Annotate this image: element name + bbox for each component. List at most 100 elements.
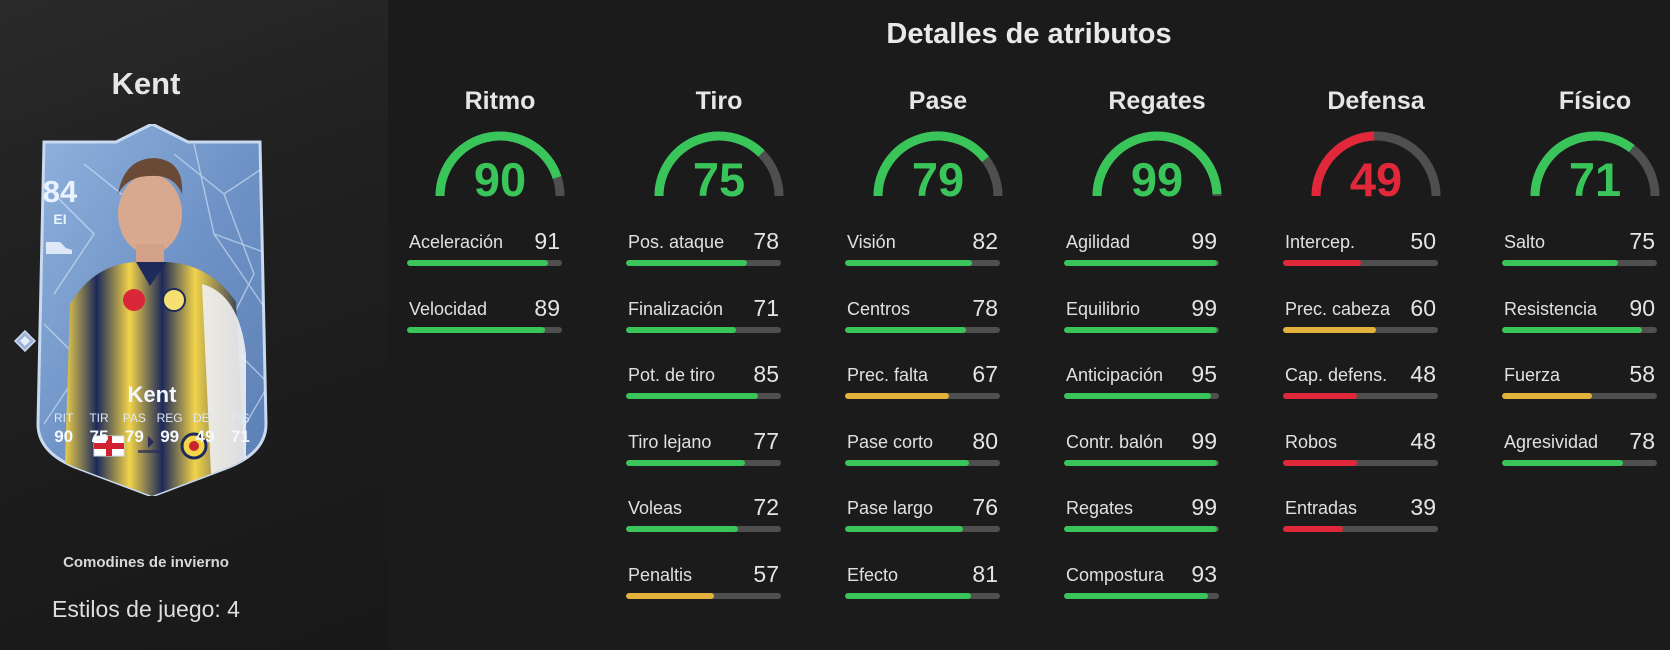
- attribute-label: Contr. balón: [1066, 432, 1164, 452]
- attribute-label: Tiro lejano: [628, 432, 712, 452]
- card-background: [36, 124, 268, 496]
- attribute-bar-fill: [1283, 327, 1376, 333]
- attribute-details-title: Detalles de atributos: [886, 18, 1172, 50]
- category-title: Regates: [1108, 87, 1206, 115]
- attribute-bar-fill: [1064, 260, 1218, 266]
- attribute-column: Ritmo 90 Aceleración 91 Velocidad 89: [391, 0, 609, 650]
- category-gauge: [873, 131, 1003, 197]
- attribute-bar-fill: [1064, 526, 1218, 532]
- attribute-label: Fuerza: [1504, 365, 1561, 385]
- attribute-row: Robos 48: [1283, 428, 1438, 476]
- attribute-bar-fill: [1064, 393, 1212, 399]
- card-stat-label: RIT: [53, 411, 74, 425]
- attribute-label: Salto: [1504, 232, 1546, 252]
- attribute-row: Visión 82: [845, 228, 1000, 276]
- gauge-fill: [654, 131, 765, 197]
- attribute-bar: [626, 526, 781, 532]
- attribute-column: Tiro 75 Pos. ataque 78 Finalización 71 Pot. de…: [610, 0, 828, 650]
- card-stat-value: 90: [54, 427, 74, 446]
- attribute-value: 81: [972, 561, 998, 587]
- attribute-value: 60: [1410, 295, 1436, 321]
- attribute-value: 75: [1629, 228, 1655, 254]
- category-title: Tiro: [695, 87, 743, 115]
- card-stat-label: REG: [156, 411, 183, 425]
- attribute-row: Anticipación 95: [1064, 361, 1219, 409]
- category-rating: 71: [1568, 153, 1622, 206]
- attribute-label: Agresividad: [1504, 432, 1599, 452]
- attribute-bar: [626, 593, 781, 599]
- attribute-value: 57: [753, 561, 779, 587]
- attribute-row: Aceleración 91: [407, 228, 562, 276]
- attribute-label: Pase corto: [847, 432, 934, 452]
- attribute-row: Pase largo 76: [845, 494, 1000, 542]
- attribute-bar-fill: [626, 393, 758, 399]
- attribute-row: Pot. de tiro 85: [626, 361, 781, 409]
- attribute-row: Contr. balón 99: [1064, 428, 1219, 476]
- card-rating: 84: [42, 174, 78, 209]
- category-title: Ritmo: [464, 87, 536, 115]
- attribute-column: Físico 71 Salto 75 Resistencia 90 Fuerza 58 Agre…: [1486, 0, 1670, 650]
- attribute-bar-fill: [1283, 526, 1344, 532]
- attribute-bar: [1283, 393, 1438, 399]
- attribute-value: 58: [1629, 361, 1655, 387]
- attribute-label: Efecto: [847, 565, 899, 585]
- category-rating: 49: [1349, 153, 1403, 206]
- gauge-fill: [1311, 131, 1375, 197]
- attribute-bar-fill: [845, 526, 963, 532]
- attribute-bar: [626, 460, 781, 466]
- attribute-value: 89: [534, 295, 560, 321]
- attribute-value: 71: [753, 295, 779, 321]
- attribute-bar-fill: [626, 593, 715, 599]
- card-stat-value: 75: [89, 427, 109, 446]
- attribute-value: 48: [1410, 428, 1436, 454]
- card-stats: RIT 90 TIR 75 PAS 79 REG 99 DEF 49 FÍS 71: [46, 411, 258, 447]
- gauge-fill: [435, 131, 562, 197]
- attribute-bar: [845, 260, 1000, 266]
- attribute-value: 99: [1191, 428, 1217, 454]
- player-card[interactable]: 84 EI Kent RIT 90 TIR 75 PAS 79 REG 99 DEF 49…: [24, 124, 280, 496]
- attribute-value: 39: [1410, 494, 1436, 520]
- attribute-bar-fill: [407, 260, 549, 266]
- attribute-label: Pos. ataque: [628, 232, 725, 252]
- attribute-row: Penaltis 57: [626, 561, 781, 609]
- attribute-bar-fill: [1064, 460, 1218, 466]
- attribute-bar-fill: [1064, 327, 1218, 333]
- category-rating: 79: [911, 153, 965, 206]
- attribute-bar: [626, 327, 781, 333]
- attribute-bar: [845, 393, 1000, 399]
- category-gauge: [1311, 131, 1441, 197]
- category-rating: 75: [692, 153, 746, 206]
- card-stat-value: 49: [195, 427, 215, 446]
- card-stat-value: 79: [124, 427, 144, 446]
- playstyles-count[interactable]: Estilos de juego: 4: [52, 596, 240, 622]
- attribute-label: Penaltis: [628, 565, 693, 585]
- attribute-bar-fill: [626, 260, 747, 266]
- evolution-gem-icon: [14, 330, 36, 352]
- category-title: Defensa: [1327, 87, 1425, 115]
- attribute-label: Resistencia: [1504, 299, 1598, 319]
- attribute-bar-fill: [1502, 327, 1642, 333]
- card-stat-label: FÍS: [230, 411, 250, 425]
- attribute-row: Voleas 72: [626, 494, 781, 542]
- attribute-row: Centros 78: [845, 295, 1000, 343]
- attribute-bar: [1502, 327, 1657, 333]
- attribute-bar: [407, 260, 562, 266]
- attribute-label: Prec. falta: [847, 365, 929, 385]
- attribute-bar: [1502, 260, 1657, 266]
- attribute-label: Intercep.: [1285, 232, 1356, 252]
- attribute-row: Prec. falta 67: [845, 361, 1000, 409]
- category-rating: 99: [1130, 153, 1184, 206]
- attribute-row: Finalización 71: [626, 295, 781, 343]
- category-gauge: [1530, 131, 1660, 197]
- attribute-row: Prec. cabeza 60: [1283, 295, 1438, 343]
- attribute-value: 99: [1191, 295, 1217, 321]
- attribute-value: 50: [1410, 228, 1436, 254]
- attribute-bar-fill: [1283, 460, 1358, 466]
- attribute-value: 78: [972, 295, 998, 321]
- gauge-fill: [1092, 131, 1222, 197]
- attribute-row: Regates 99: [1064, 494, 1219, 542]
- attribute-value: 82: [972, 228, 998, 254]
- attribute-bar: [1064, 460, 1219, 466]
- attribute-row: Cap. defens. 48: [1283, 361, 1438, 409]
- evolution-label: Comodines de invierno: [63, 554, 229, 571]
